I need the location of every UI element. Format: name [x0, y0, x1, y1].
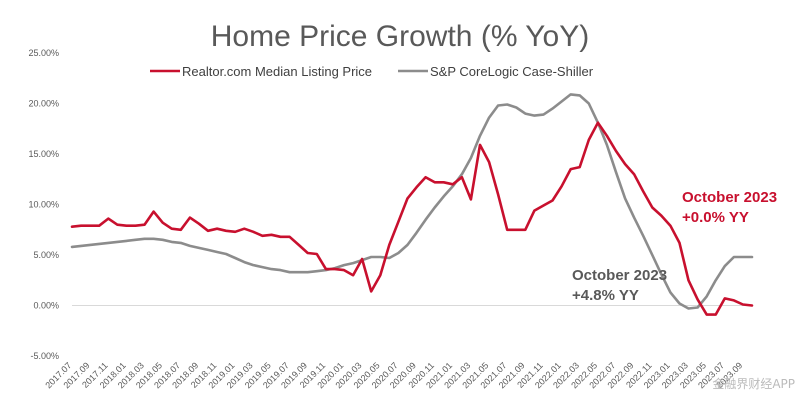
y-tick-label: 15.00%	[28, 149, 59, 159]
y-axis: -5.00% 0.00% 5.00% 10.00% 15.00% 20.00% 25.00%	[28, 48, 59, 361]
annotation-realtor-label: October 2023	[682, 189, 777, 206]
series-layer	[70, 93, 754, 316]
y-tick-label: -5.00%	[30, 351, 59, 361]
y-tick-label: 20.00%	[28, 99, 59, 109]
legend-label-case-shiller: S&P CoreLogic Case-Shiller	[430, 64, 594, 79]
y-tick-label: 5.00%	[33, 250, 59, 260]
y-tick-label: 10.00%	[28, 200, 59, 210]
chart-title: Home Price Growth (% YoY)	[211, 20, 589, 53]
watermark: 金融界财经APP	[712, 377, 795, 391]
x-axis: 2017.072017.092017.112018.012018.032018.…	[43, 360, 744, 390]
annotation-realtor-value: +0.0% YY	[682, 209, 749, 226]
legend-label-realtor: Realtor.com Median Listing Price	[182, 64, 372, 79]
legend: Realtor.com Median Listing Price S&P Cor…	[150, 64, 594, 79]
y-tick-label: 25.00%	[28, 48, 59, 58]
annotation-case-shiller-value: +4.8% YY	[572, 287, 639, 304]
series-line-case-shiller	[70, 93, 754, 310]
y-tick-label: 0.00%	[33, 301, 59, 311]
annotation-realtor: October 2023 +0.0% YY	[682, 189, 777, 226]
annotation-case-shiller: October 2023 +4.8% YY	[572, 267, 667, 304]
series-line-realtor	[70, 121, 754, 316]
annotation-case-shiller-label: October 2023	[572, 267, 667, 284]
